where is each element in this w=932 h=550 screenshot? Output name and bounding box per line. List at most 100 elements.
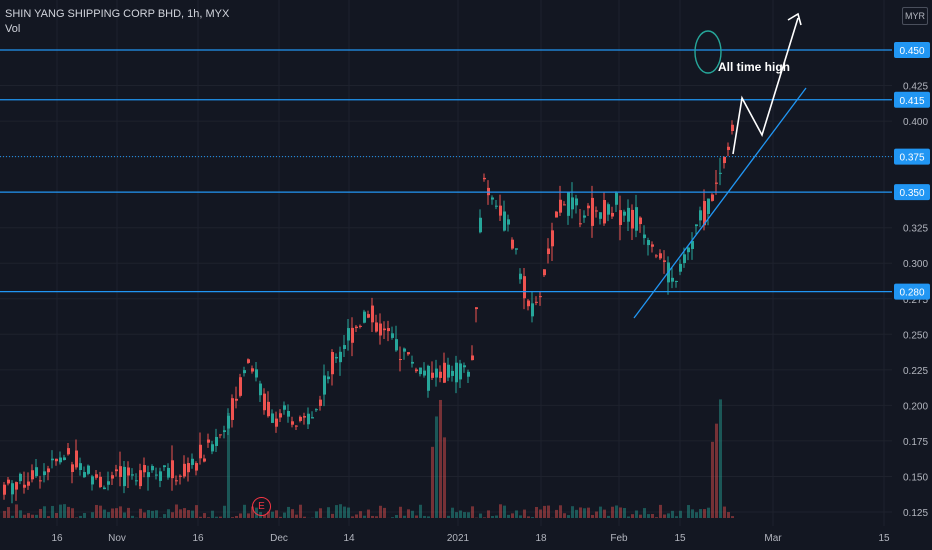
candle-body [167, 467, 170, 478]
candle-body [619, 210, 622, 225]
volume-bar [15, 504, 18, 518]
symbol-title[interactable]: SHIN YANG SHIPPING CORP BHD, 1h, MYX [5, 8, 230, 20]
horizontal-levels[interactable] [0, 49, 892, 293]
volume-bar [667, 513, 670, 518]
candle-body [247, 359, 250, 363]
volume-bars [3, 399, 734, 518]
time-axis[interactable]: 16 Nov 16 Dec 14 2021 18 Feb 15 Mar 15 [0, 526, 932, 550]
volume-bar [619, 507, 622, 518]
candle-body [499, 205, 502, 216]
candle-body [355, 326, 358, 329]
candle-body [215, 436, 218, 446]
volume-bar [319, 508, 322, 518]
volume-bar [83, 513, 86, 518]
candle-body [51, 458, 54, 461]
candle-body [559, 199, 562, 213]
volume-bar [447, 515, 450, 518]
candle-body [343, 345, 346, 349]
volume-bar [639, 514, 642, 518]
volume-bar [579, 507, 582, 518]
volume-bar [267, 511, 270, 518]
volume-bar [655, 517, 658, 518]
volume-bar [439, 399, 442, 518]
volume-bar [599, 506, 602, 518]
candle-body [447, 364, 450, 378]
candle-body [27, 481, 30, 486]
candle-body [291, 421, 294, 425]
candle-body [123, 466, 126, 487]
candle-body [399, 359, 402, 361]
volume-bar [127, 507, 130, 518]
candle-body [511, 239, 514, 249]
candle-body [231, 398, 234, 420]
candle-body [727, 146, 730, 151]
candle-body [311, 417, 314, 419]
candle-body [659, 253, 662, 259]
volume-bar [399, 506, 402, 518]
candle-body [455, 362, 458, 383]
level-price-tag [894, 91, 930, 108]
volume-bar [287, 506, 290, 518]
volume-bar [99, 505, 102, 518]
price-tick-label: 0.250 [903, 330, 928, 341]
volume-bar [603, 509, 606, 518]
volume-bar [515, 510, 518, 518]
candle-body [719, 172, 722, 174]
volume-label[interactable]: Vol [5, 23, 21, 35]
candle-body [91, 476, 94, 485]
earnings-marker[interactable]: E [252, 497, 271, 516]
projection-arrow[interactable] [732, 17, 799, 155]
candle-body [415, 369, 418, 372]
volume-bar [595, 511, 598, 518]
candle-body [531, 303, 534, 317]
candle-body [207, 439, 210, 443]
candle-body [655, 255, 658, 257]
all-time-high-annotation[interactable]: All time high [718, 60, 790, 74]
volume-bar [487, 510, 490, 518]
candle-body [615, 192, 618, 205]
candle-body [507, 219, 510, 225]
candle-body [463, 365, 466, 368]
volume-bar [519, 515, 522, 518]
price-axis[interactable]: 0.125 0.150 0.175 0.200 0.225 0.250 0.275 0.300… [892, 0, 932, 550]
volume-bar [143, 512, 146, 518]
candle-body [115, 469, 118, 472]
drawings[interactable] [633, 12, 807, 319]
volume-bar [3, 510, 6, 518]
candle-body [43, 471, 46, 476]
volume-bar [175, 504, 178, 518]
volume-bar [263, 514, 266, 518]
volume-bar [47, 516, 50, 518]
candle-body [155, 474, 158, 476]
ath-highlight-circle[interactable] [694, 30, 722, 74]
candle-body [127, 467, 130, 476]
currency-badge[interactable]: MYR [902, 7, 928, 25]
price-tick-label: 0.150 [903, 472, 928, 483]
candle-body [371, 305, 374, 323]
candle-body [327, 376, 330, 380]
volume-bar [715, 423, 718, 518]
volume-bar [643, 508, 646, 518]
volume-bar [651, 514, 654, 518]
candle-body [459, 363, 462, 380]
time-tick-label: Mar [764, 533, 782, 544]
volume-bar [615, 505, 618, 518]
volume-bar [19, 510, 22, 518]
candle-body [647, 240, 650, 246]
candle-body [351, 327, 354, 343]
candle-body [359, 325, 362, 327]
candle-body [159, 471, 162, 481]
volume-bar [467, 512, 470, 518]
candle-body [251, 368, 254, 372]
volume-bar [459, 510, 462, 518]
trendline[interactable] [633, 87, 807, 319]
volume-bar [279, 516, 282, 518]
volume-bar [147, 510, 150, 518]
volume-bar [339, 504, 342, 518]
volume-bar [419, 504, 422, 518]
candle-body [391, 333, 394, 338]
candle-body [635, 207, 638, 231]
volume-bar [719, 399, 722, 518]
volume-bar [703, 509, 706, 518]
